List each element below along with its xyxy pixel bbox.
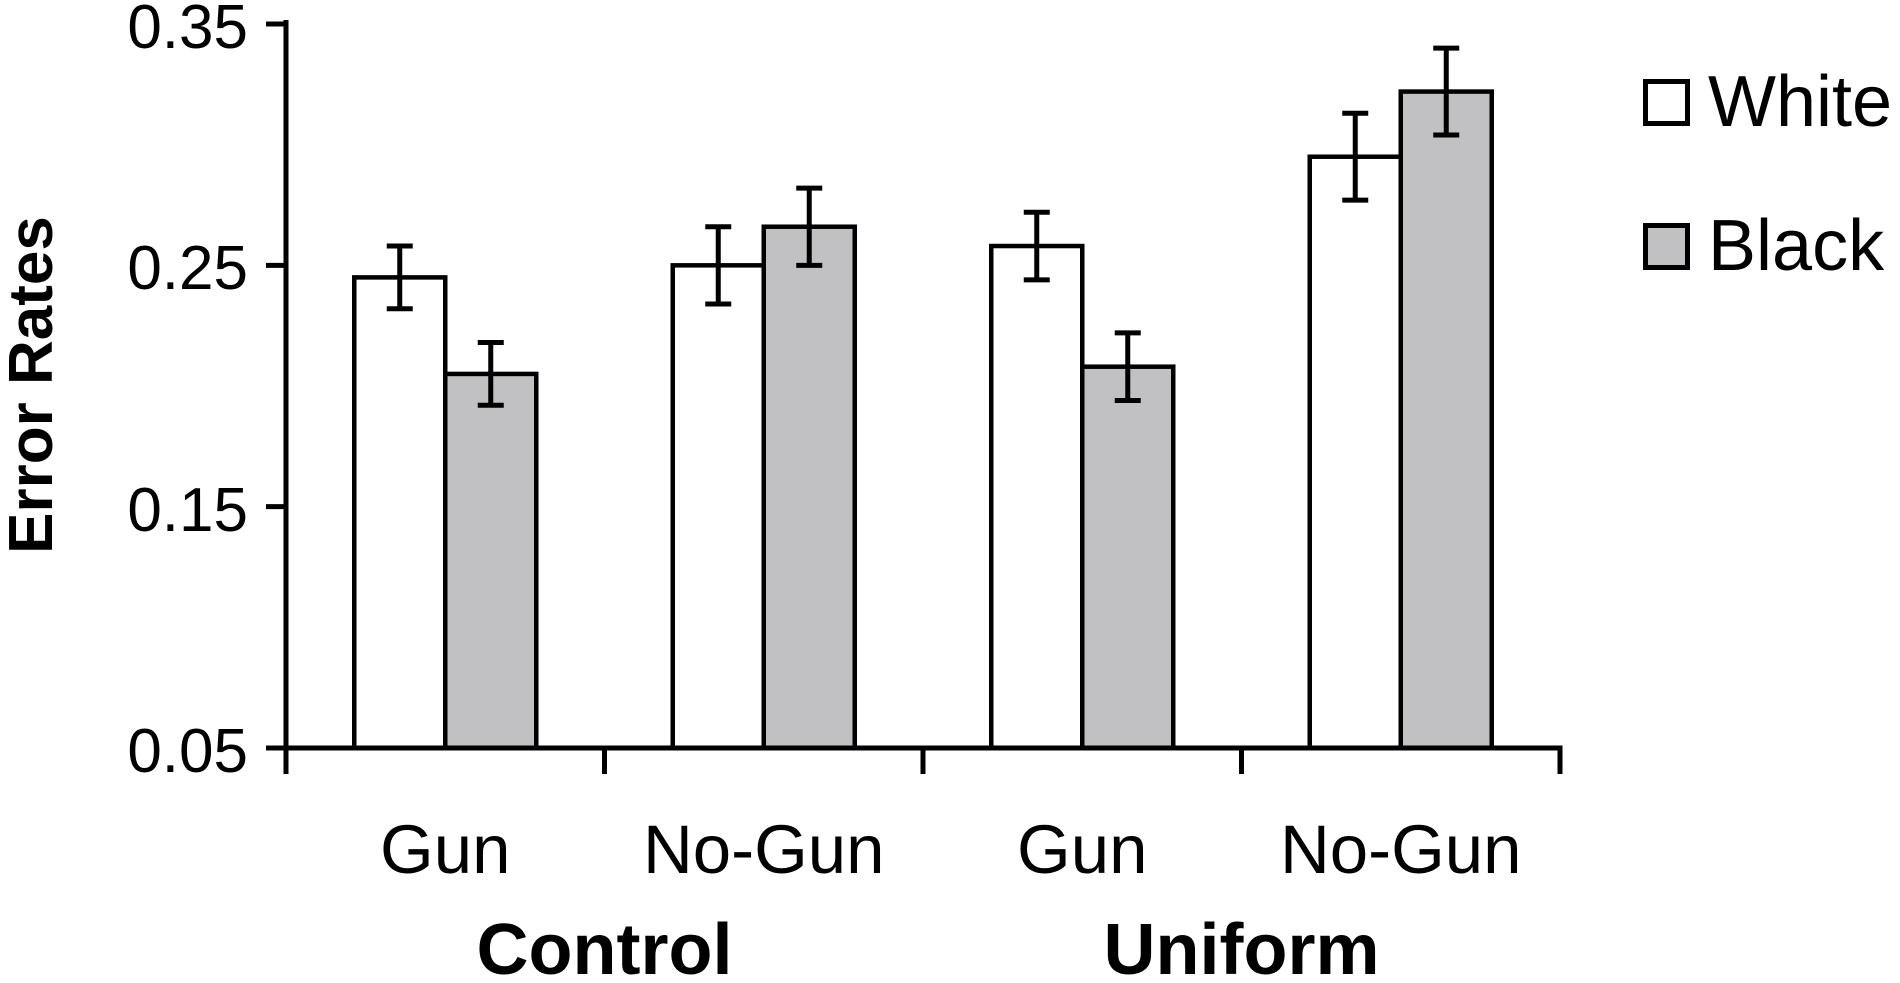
legend-label-white: White — [1708, 62, 1893, 142]
x-category-label-control-gun: Gun — [380, 811, 511, 888]
y-axis-title: Error Rates — [0, 216, 66, 554]
y-tick-label-0-25: 0.25 — [127, 234, 248, 304]
y-tick-label-0-35: 0.35 — [127, 0, 248, 62]
legend-swatch-white — [1643, 78, 1690, 126]
x-category-label-control-nogun: No-Gun — [642, 811, 885, 888]
legend-label-black: Black — [1708, 206, 1885, 286]
x-condition-label-uniform: Uniform — [1103, 910, 1380, 983]
y-tick-label-0-15: 0.15 — [127, 475, 248, 545]
bar-white-uniform-nogun — [1307, 154, 1403, 751]
x-category-label-uniform-gun: Gun — [1017, 811, 1148, 888]
legend-item-black: Black — [1643, 210, 1884, 282]
x-condition-label-control: Control — [476, 910, 733, 983]
bar-black-control-gun — [443, 371, 539, 751]
legend-swatch-black — [1643, 222, 1690, 270]
bar-black-uniform-gun — [1080, 364, 1176, 751]
bar-white-control-nogun — [670, 263, 766, 751]
bar-black-uniform-nogun — [1398, 89, 1494, 751]
y-tick-label-0-05: 0.05 — [127, 717, 248, 786]
bar-white-uniform-gun — [989, 243, 1085, 751]
x-category-label-uniform-nogun: No-Gun — [1279, 811, 1522, 888]
legend-item-white: White — [1643, 66, 1892, 138]
bar-white-control-gun — [352, 275, 448, 751]
bar-black-control-nogun — [761, 224, 857, 751]
